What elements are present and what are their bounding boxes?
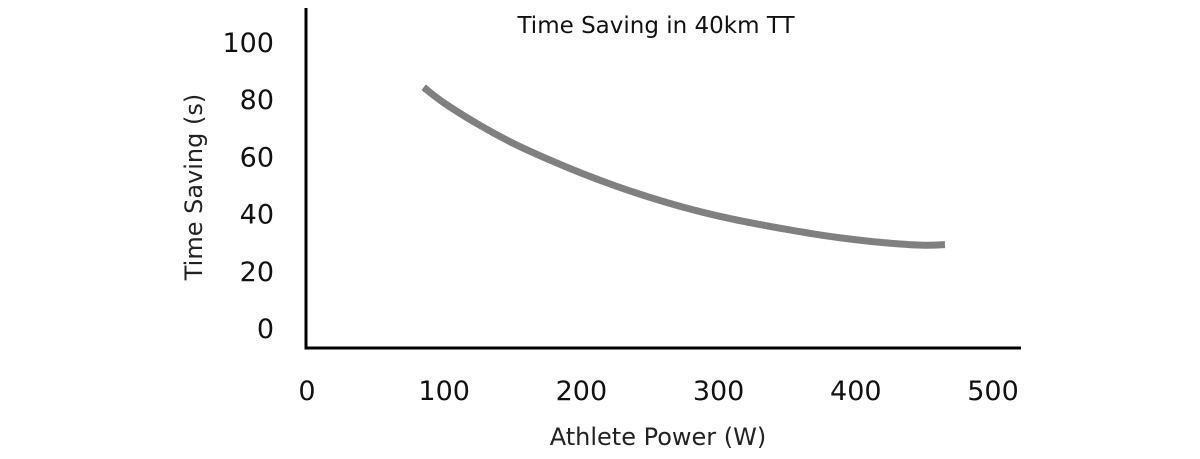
y-tick-label: 100 (222, 28, 274, 59)
y-tick-label: 40 (240, 200, 274, 231)
y-tick-label: 80 (240, 85, 274, 116)
series-group (421, 84, 946, 249)
x-tick-label: 300 (693, 376, 745, 407)
x-tick-label: 100 (418, 376, 470, 407)
x-tick-label: 0 (298, 376, 315, 407)
x-axis: 0 100 200 300 400 500 (298, 346, 1021, 407)
y-tick-labels: 0 20 40 60 80 100 (222, 28, 274, 345)
chart-title: Time Saving in 40km TT (516, 13, 795, 39)
x-tick-label: 200 (556, 376, 608, 407)
x-tick-label: 500 (967, 376, 1019, 407)
y-tick-label: 60 (240, 142, 274, 173)
series-line (421, 84, 946, 249)
y-tick-label: 0 (257, 314, 274, 345)
y-axis: 0 20 40 60 80 100 (222, 8, 308, 349)
x-axis-title: Athlete Power (W) (550, 423, 767, 451)
x-tick-label: 400 (830, 376, 882, 407)
x-tick-labels: 0 100 200 300 400 500 (298, 376, 1018, 407)
y-axis-title: Time Saving (s) (180, 94, 208, 281)
y-tick-label: 20 (240, 257, 274, 288)
